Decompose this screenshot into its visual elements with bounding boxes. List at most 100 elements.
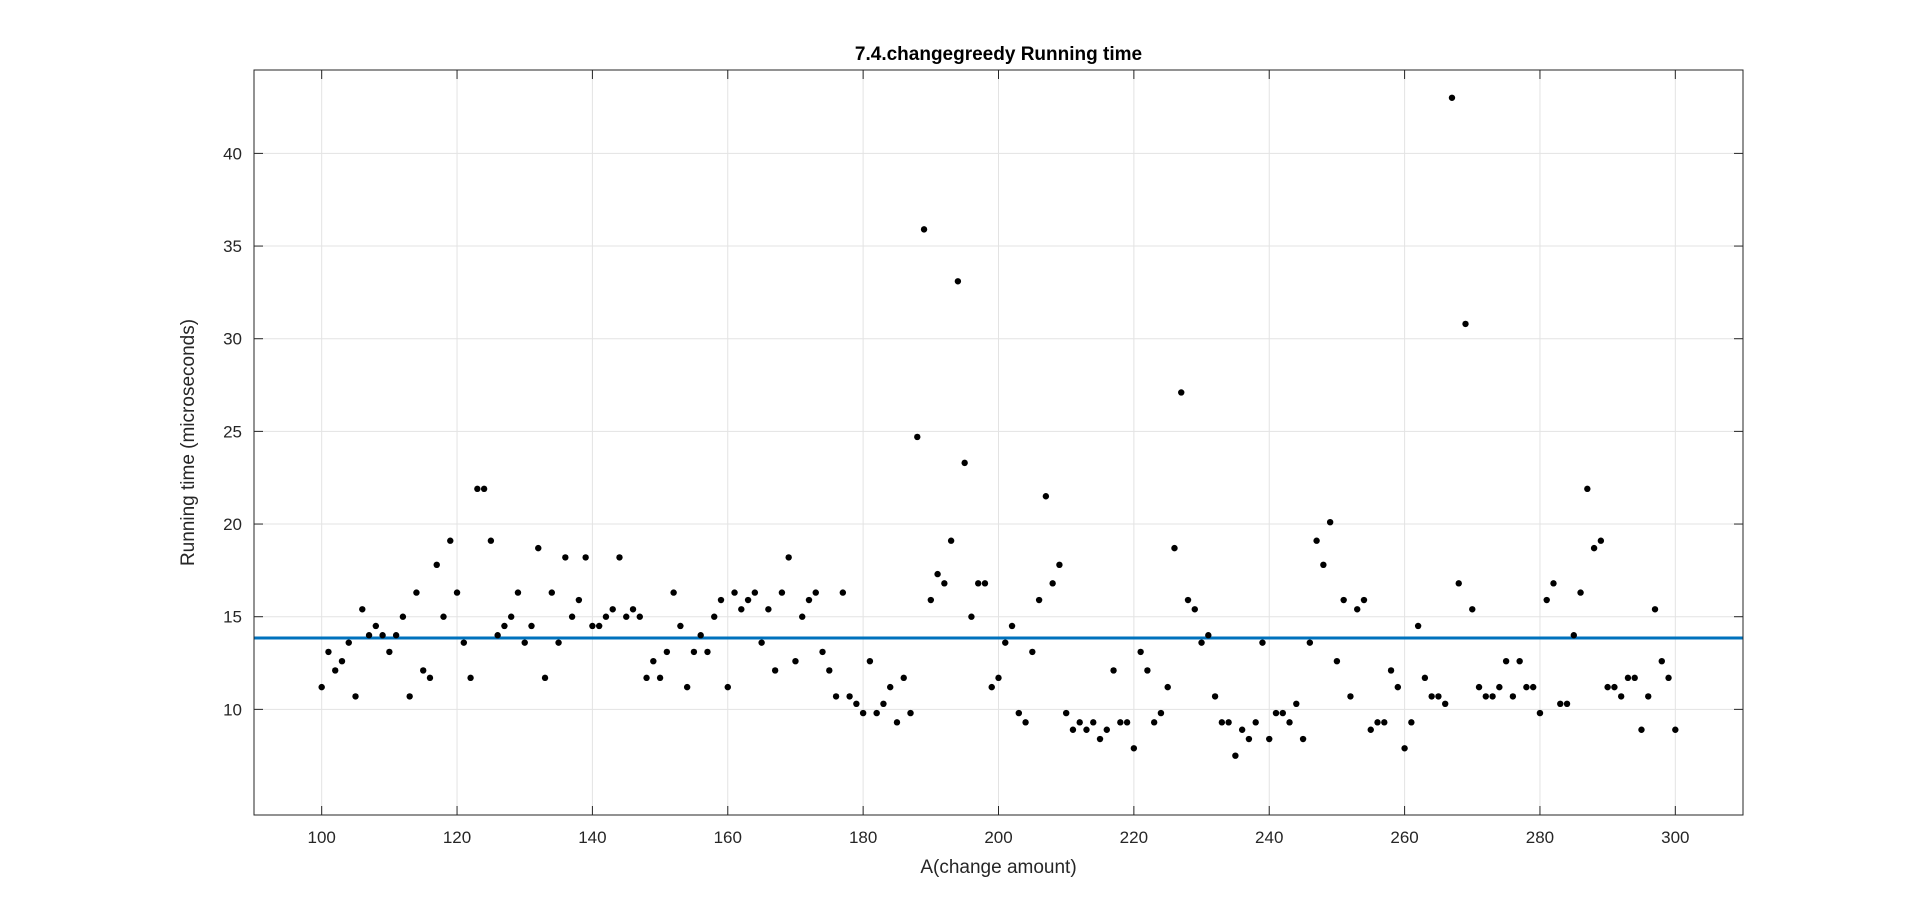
y-tick-label: 40 [223, 144, 242, 163]
data-point [1062, 709, 1070, 717]
data-point [379, 632, 386, 639]
data-point [562, 554, 569, 561]
data-point [480, 485, 488, 493]
data-point [1496, 683, 1503, 691]
data-point [1597, 537, 1605, 544]
data-point [1354, 606, 1361, 613]
data-point [1482, 693, 1490, 700]
data-point [1090, 719, 1097, 726]
data-point [1387, 667, 1395, 674]
data-point [636, 613, 643, 620]
x-tick-label: 120 [443, 828, 471, 847]
data-point [744, 596, 752, 604]
y-tick-label: 15 [223, 608, 242, 627]
data-point [805, 596, 813, 604]
data-point [392, 632, 400, 639]
data-point [1665, 674, 1672, 682]
x-tick-label: 240 [1255, 828, 1283, 847]
data-point [1184, 596, 1192, 604]
data-point [1428, 693, 1435, 700]
data-point [629, 606, 637, 613]
data-point [440, 613, 447, 620]
data-point [1198, 639, 1205, 646]
data-point [1563, 700, 1571, 708]
data-point [325, 648, 332, 656]
data-point [1144, 667, 1151, 674]
x-tick-label: 140 [578, 828, 606, 847]
data-point [1313, 537, 1320, 544]
data-point [974, 580, 982, 587]
data-point [1435, 693, 1442, 700]
chart-title: 7.4.changegreedy Running time [855, 44, 1142, 65]
data-point [1617, 693, 1625, 700]
data-point [1123, 719, 1131, 726]
data-point [338, 657, 346, 665]
data-point [365, 632, 373, 639]
data-point [406, 693, 413, 700]
data-point [1502, 657, 1510, 665]
data-point [1414, 622, 1422, 630]
data-point [954, 278, 962, 285]
x-tick-labels: 100 120 140 160 180 200 220 240 260 280 300 [307, 828, 1689, 847]
data-point [1178, 389, 1185, 396]
data-point [1015, 709, 1023, 717]
data-point [1367, 726, 1374, 733]
data-point [1130, 745, 1138, 752]
data-point [467, 674, 474, 682]
x-tick-label: 300 [1661, 828, 1689, 847]
data-point [1509, 693, 1517, 700]
data-point [1299, 735, 1307, 743]
data-point [934, 570, 941, 578]
data-point [907, 709, 914, 717]
data-point [812, 589, 819, 596]
data-point [575, 596, 583, 604]
y-tick-label: 30 [223, 330, 242, 349]
data-point [717, 596, 725, 604]
data-point [853, 700, 860, 708]
data-point [1536, 709, 1544, 717]
data-point [386, 648, 393, 656]
data-point [474, 485, 481, 493]
data-point [420, 667, 427, 674]
y-axis-label: Running time (microseconds) [178, 319, 199, 566]
data-point [961, 459, 968, 467]
data-point [1245, 735, 1253, 743]
data-point [1293, 700, 1300, 708]
data-point [332, 667, 339, 674]
data-point [1462, 320, 1469, 328]
data-point [1069, 726, 1077, 733]
data-point [1658, 657, 1665, 665]
grid [254, 70, 1743, 815]
data-point [663, 648, 671, 656]
data-point [1557, 700, 1564, 708]
data-point [602, 613, 610, 620]
data-point [914, 433, 921, 441]
data-point [880, 700, 887, 708]
data-point [859, 709, 867, 717]
data-point [690, 648, 698, 656]
data-point [426, 674, 434, 682]
data-point [447, 537, 454, 544]
data-point [413, 589, 420, 596]
data-point [947, 537, 955, 544]
data-point [920, 226, 928, 233]
y-tick-labels: 10 15 20 25 30 35 40 [223, 144, 242, 719]
data-point [507, 613, 515, 620]
data-point [1110, 667, 1117, 674]
data-point [1103, 726, 1110, 733]
data-point [1042, 493, 1050, 500]
data-point [1035, 596, 1043, 604]
data-point [1408, 719, 1415, 726]
data-point [1259, 639, 1266, 646]
data-point [514, 589, 522, 596]
data-point [656, 674, 664, 682]
data-point [839, 589, 847, 596]
data-point [1340, 596, 1347, 604]
data-point [1211, 693, 1219, 700]
data-point [1347, 693, 1354, 700]
data-point [399, 613, 407, 620]
data-point [582, 554, 589, 561]
data-point [1645, 693, 1652, 700]
data-point [1651, 606, 1659, 613]
